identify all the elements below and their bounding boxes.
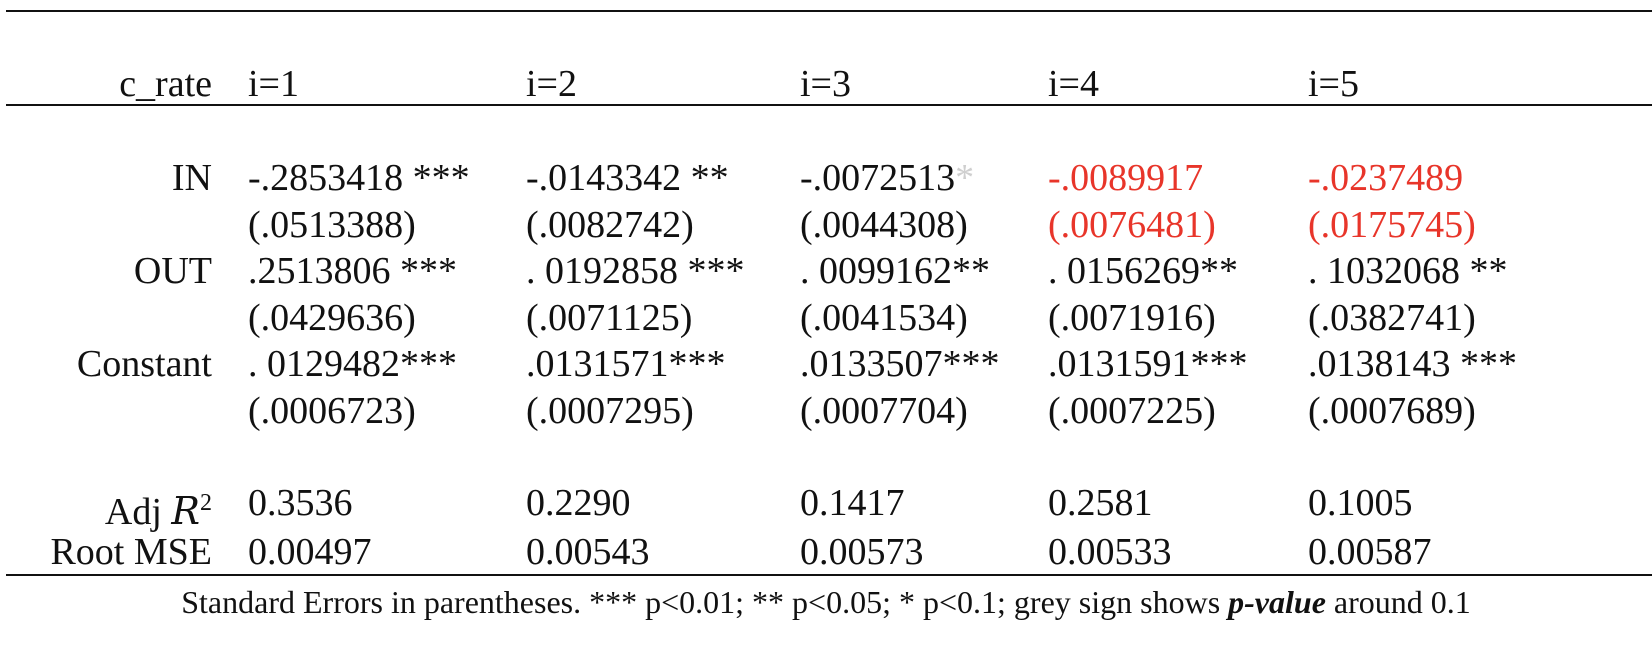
out-coef-2: . 0192858 *** bbox=[526, 250, 745, 292]
constant-se-4: (.0007225) bbox=[1048, 390, 1216, 432]
adj-r2-3: 0.1417 bbox=[800, 482, 905, 524]
row-label-constant: Constant bbox=[76, 343, 212, 385]
coef-value: -.0072513 bbox=[800, 157, 956, 199]
coef-value: -.0143342 bbox=[526, 157, 682, 199]
constant-coef-5: .0138143 *** bbox=[1308, 343, 1517, 385]
out-coef-5: . 1032068 ** bbox=[1308, 250, 1508, 292]
out-se-1: (.0429636) bbox=[248, 297, 416, 339]
significance-stars: *** bbox=[403, 157, 470, 199]
row-label-root-mse: Root MSE bbox=[50, 531, 212, 573]
root-mse-1: 0.00497 bbox=[248, 531, 372, 573]
in-se-3: (.0044308) bbox=[800, 204, 968, 246]
significance-stars: ** bbox=[681, 157, 729, 199]
in-se-5: (.0175745) bbox=[1308, 204, 1476, 246]
r-variable: R bbox=[171, 489, 200, 533]
footnote-text-before: Standard Errors in parentheses. *** p<0.… bbox=[181, 584, 1229, 620]
adj-r2-5: 0.1005 bbox=[1308, 482, 1413, 524]
superscript-two: 2 bbox=[200, 490, 212, 516]
constant-se-3: (.0007704) bbox=[800, 390, 968, 432]
constant-se-1: (.0006723) bbox=[248, 390, 416, 432]
grey-significance-star: * bbox=[955, 157, 975, 199]
root-mse-4: 0.00533 bbox=[1048, 531, 1172, 573]
constant-coef-3: .0133507*** bbox=[800, 343, 1000, 385]
bottom-rule bbox=[6, 574, 1652, 576]
in-se-1: (.0513388) bbox=[248, 204, 416, 246]
out-se-3: (.0041534) bbox=[800, 297, 968, 339]
column-header-1: i=1 bbox=[248, 63, 299, 105]
dependent-variable-label: c_rate bbox=[119, 63, 212, 105]
out-coef-1: .2513806 *** bbox=[248, 250, 457, 292]
row-label-in: IN bbox=[171, 157, 212, 199]
root-mse-5: 0.00587 bbox=[1308, 531, 1432, 573]
in-coef-4: -.0089917 bbox=[1048, 157, 1204, 199]
adj-prefix: Adj bbox=[104, 491, 172, 533]
header-rule bbox=[6, 104, 1652, 106]
constant-se-5: (.0007689) bbox=[1308, 390, 1476, 432]
out-se-5: (.0382741) bbox=[1308, 297, 1476, 339]
adj-r2-4: 0.2581 bbox=[1048, 482, 1153, 524]
footnote-emphasis: p-value bbox=[1228, 584, 1326, 620]
adj-r2-2: 0.2290 bbox=[526, 482, 631, 524]
column-header-3: i=3 bbox=[800, 63, 851, 105]
constant-coef-2: .0131571*** bbox=[526, 343, 726, 385]
column-header-2: i=2 bbox=[526, 63, 577, 105]
in-coef-3: -.0072513* bbox=[800, 156, 974, 200]
out-coef-3: . 0099162** bbox=[800, 250, 990, 292]
footnote-text-after: around 0.1 bbox=[1325, 584, 1471, 620]
root-mse-3: 0.00573 bbox=[800, 531, 924, 573]
constant-se-2: (.0007295) bbox=[526, 390, 694, 432]
column-header-5: i=5 bbox=[1308, 63, 1359, 105]
out-se-4: (.0071916) bbox=[1048, 297, 1216, 339]
table-footnote: Standard Errors in parentheses. *** p<0.… bbox=[0, 580, 1652, 624]
adj-r2-1: 0.3536 bbox=[248, 482, 353, 524]
root-mse-2: 0.00543 bbox=[526, 531, 650, 573]
coef-value: -.2853418 bbox=[248, 157, 404, 199]
constant-coef-1: . 0129482*** bbox=[248, 343, 457, 385]
column-header-4: i=4 bbox=[1048, 63, 1099, 105]
out-se-2: (.0071125) bbox=[526, 297, 693, 339]
out-coef-4: . 0156269** bbox=[1048, 250, 1238, 292]
constant-coef-4: .0131591*** bbox=[1048, 343, 1248, 385]
in-coef-1: -.2853418 *** bbox=[248, 156, 470, 200]
in-se-4: (.0076481) bbox=[1048, 204, 1216, 246]
in-coef-5: -.0237489 bbox=[1308, 157, 1464, 199]
row-label-out: OUT bbox=[133, 250, 212, 292]
top-rule bbox=[6, 10, 1652, 12]
row-label-adj-r2: Adj R2 bbox=[105, 481, 212, 533]
in-se-2: (.0082742) bbox=[526, 204, 694, 246]
in-coef-2: -.0143342 ** bbox=[526, 156, 729, 200]
